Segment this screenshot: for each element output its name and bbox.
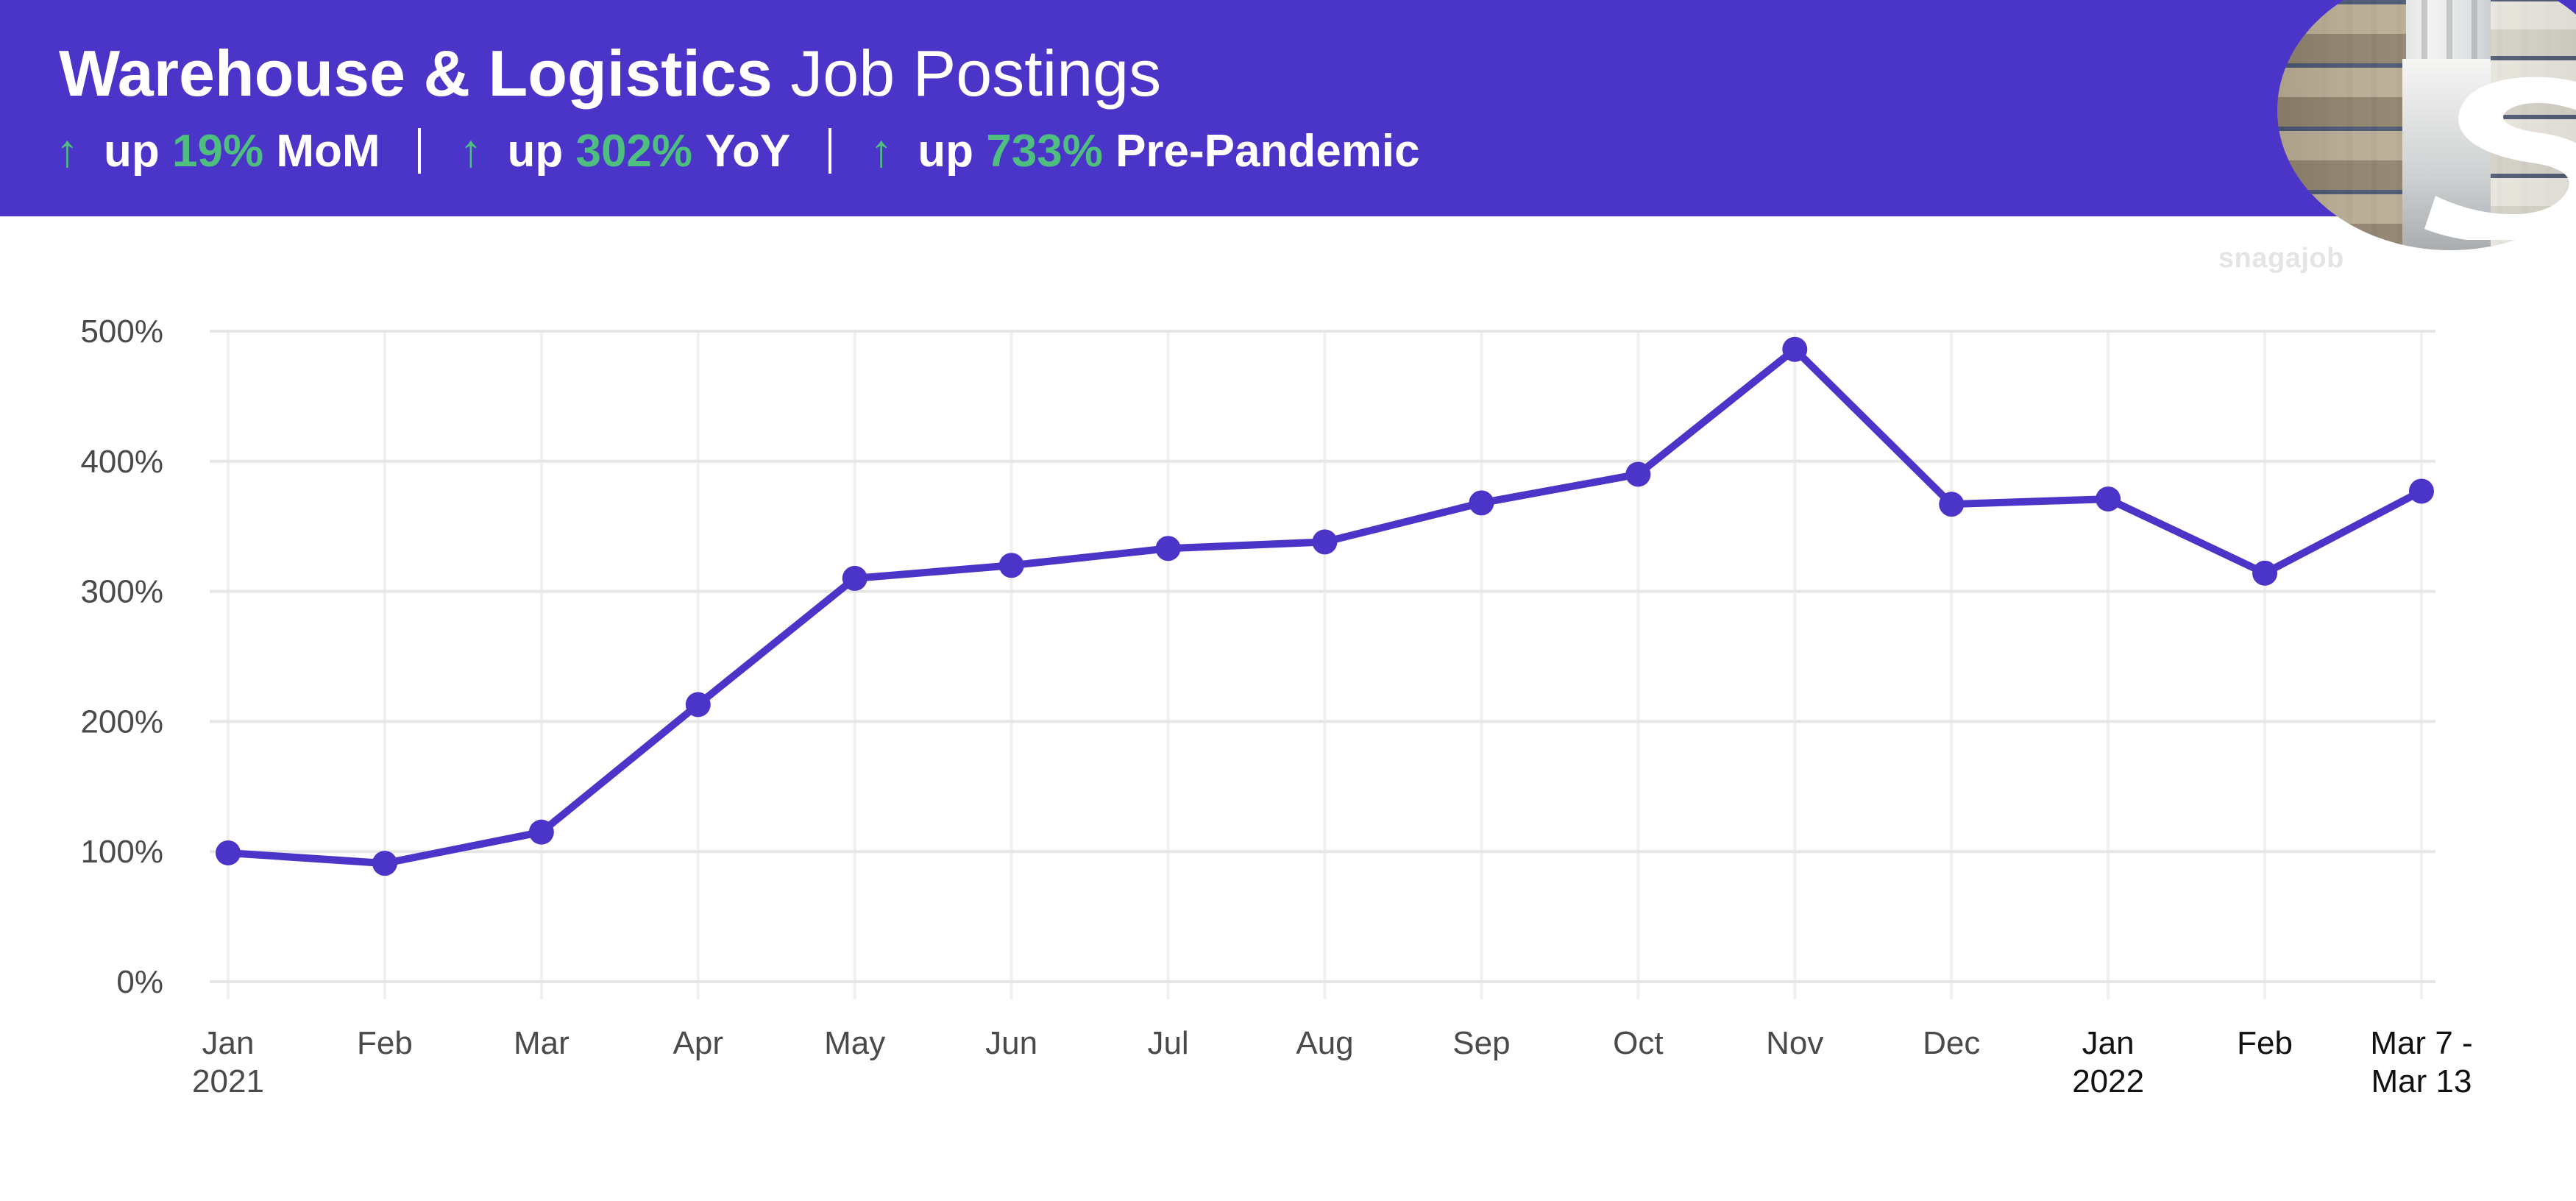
- title-bold: Warehouse & Logistics: [59, 37, 773, 110]
- up-arrow-icon: ↑: [870, 125, 893, 177]
- x-tick-label: Feb: [357, 1025, 413, 1061]
- data-point: [1625, 461, 1651, 487]
- data-point: [2409, 478, 2434, 504]
- stat-divider: [828, 128, 832, 174]
- stat-label: YoY: [705, 125, 791, 177]
- x-tick-label-sub: Mar 13: [2371, 1063, 2472, 1099]
- stat-value: 19%: [171, 125, 264, 177]
- x-tick-label: Jan: [2082, 1025, 2135, 1061]
- stat-prefix: up: [507, 125, 564, 177]
- stat-prefix: up: [104, 125, 160, 177]
- y-tick-label: 400%: [80, 444, 163, 480]
- stat-value: 302%: [575, 125, 693, 177]
- snagajob-watermark: snagajob: [2218, 243, 2344, 274]
- data-point: [1939, 492, 1965, 517]
- stat-value: 733%: [986, 125, 1103, 177]
- warehouse-aisle-photo: [2277, 0, 2576, 250]
- x-tick-label: Jan: [202, 1025, 255, 1061]
- header-banner: Warehouse & Logistics Job Postings ↑ up …: [0, 0, 2576, 216]
- data-point: [528, 819, 554, 845]
- x-tick-label: Nov: [1766, 1025, 1823, 1061]
- title-light: Job Postings: [790, 37, 1162, 110]
- page-title: Warehouse & Logistics Job Postings: [59, 34, 1161, 113]
- x-tick-label: Mar 7 -: [2370, 1025, 2472, 1061]
- chart-grid: [210, 330, 2435, 999]
- data-point: [1155, 536, 1181, 561]
- x-tick-label: Sep: [1452, 1025, 1510, 1061]
- x-tick-label: Dec: [1923, 1025, 1980, 1061]
- data-point: [2252, 560, 2278, 586]
- photo-shelf-left: [2277, 0, 2406, 250]
- data-point: [1782, 336, 1808, 362]
- data-point: [685, 692, 711, 718]
- x-tick-label: Jun: [985, 1025, 1037, 1061]
- stat-prefix: up: [918, 125, 974, 177]
- data-point: [2096, 486, 2121, 512]
- x-tick-label: Apr: [673, 1025, 723, 1061]
- y-tick-label: 100%: [80, 834, 163, 870]
- data-point: [372, 851, 397, 876]
- stats-row: ↑ up 19% MoM ↑ up 302% YoY ↑ up 733% Pre…: [56, 118, 1420, 184]
- x-tick-label-sub: 2021: [192, 1063, 264, 1099]
- stat-label: Pre-Pandemic: [1115, 125, 1420, 177]
- data-point: [1469, 490, 1494, 516]
- data-point: [216, 840, 241, 865]
- x-tick-label: May: [824, 1025, 885, 1061]
- up-arrow-icon: ↑: [459, 125, 483, 177]
- chart-series: [216, 336, 2434, 876]
- x-tick-label: Feb: [2237, 1025, 2293, 1061]
- stat-pre-pandemic: ↑ up 733% Pre-Pandemic: [870, 125, 1419, 177]
- y-tick-label: 300%: [80, 574, 163, 610]
- x-tick-label: Oct: [1613, 1025, 1663, 1061]
- stat-yoy: ↑ up 302% YoY: [459, 125, 790, 177]
- data-point: [842, 565, 867, 591]
- x-tick-label: Mar: [514, 1025, 570, 1061]
- x-tick-label-sub: 2022: [2072, 1063, 2144, 1099]
- up-arrow-icon: ↑: [56, 125, 79, 177]
- x-tick-label: Aug: [1296, 1025, 1353, 1061]
- x-tick-label: Jul: [1147, 1025, 1188, 1061]
- y-axis: 0% 100% 200% 300% 400% 500%: [80, 313, 163, 1000]
- stat-mom: ↑ up 19% MoM: [56, 125, 380, 177]
- y-tick-label: 0%: [116, 964, 163, 1000]
- data-point: [998, 553, 1024, 578]
- stat-label: MoM: [276, 125, 380, 177]
- stat-divider: [418, 128, 422, 174]
- y-tick-label: 200%: [80, 704, 163, 740]
- data-point: [1312, 529, 1338, 555]
- snagajob-s-logo-icon: [2424, 77, 2576, 240]
- y-tick-label: 500%: [80, 313, 163, 350]
